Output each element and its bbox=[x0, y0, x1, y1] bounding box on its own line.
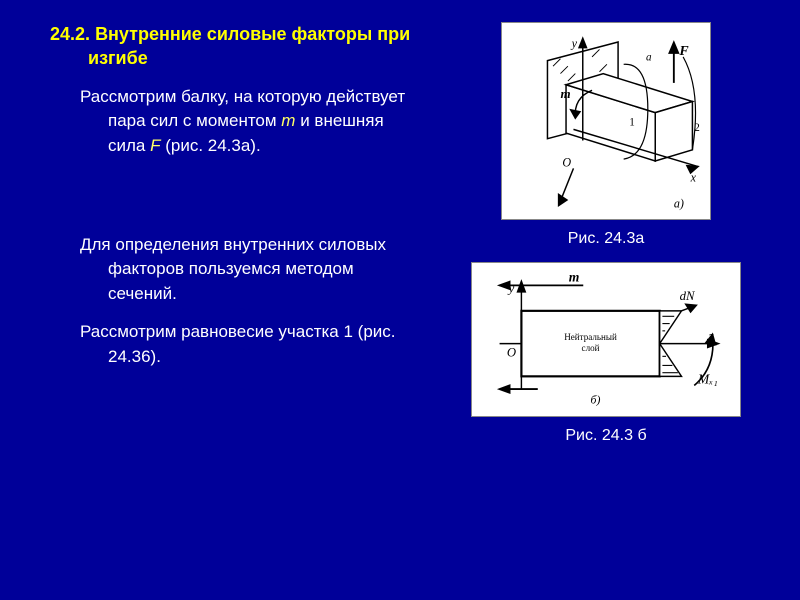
subfig-a-label: а) bbox=[674, 196, 684, 210]
subfig-b-label: б) bbox=[591, 393, 601, 407]
var-F: F bbox=[150, 136, 160, 155]
var-m: т bbox=[281, 111, 295, 130]
spacer bbox=[50, 173, 422, 233]
neutral-layer-label-line2: слой bbox=[582, 343, 600, 353]
dN-label: dN bbox=[680, 289, 696, 303]
slide-root: 24.2. Внутренние силовые факторы при изг… bbox=[0, 0, 800, 600]
moment-m-label-b: m bbox=[569, 270, 580, 285]
moment-Mx-label: Mₓ₁ bbox=[697, 372, 718, 387]
heading-number: 24.2. bbox=[50, 24, 90, 44]
heading-title: Внутренние силовые факторы при изгибе bbox=[88, 24, 410, 68]
force-F-label: F bbox=[678, 44, 689, 59]
beam-3d-svg: y F a m O x 1 2 а) bbox=[508, 29, 704, 213]
paragraph-1: Рассмотрим балку, на которую действует п… bbox=[50, 85, 422, 159]
figure-column: y F a m O x 1 2 а) Рис. 24.3а bbox=[432, 0, 800, 600]
region-2-label: 2 bbox=[694, 122, 700, 134]
figure-24-3b: y m O z dN Нейтральный слой Mₓ₁ б) bbox=[471, 262, 741, 417]
p1-post: (рис. 24.3а). bbox=[160, 136, 260, 155]
origin-O-label-b: O bbox=[507, 345, 516, 359]
beam-2d-svg: y m O z dN Нейтральный слой Mₓ₁ б) bbox=[478, 269, 734, 410]
dim-a-label: a bbox=[646, 52, 652, 64]
figure-a-caption: Рис. 24.3а bbox=[568, 230, 645, 248]
text-column: 24.2. Внутренние силовые факторы при изг… bbox=[0, 0, 432, 600]
axis-y-label-b: y bbox=[507, 282, 515, 296]
section-heading: 24.2. Внутренние силовые факторы при изг… bbox=[50, 22, 422, 71]
axis-z-label: z bbox=[708, 329, 714, 343]
paragraph-2: Для определения внутренних силовых факто… bbox=[50, 233, 422, 307]
region-1-label: 1 bbox=[629, 117, 635, 129]
figure-b-caption: Рис. 24.3 б bbox=[565, 427, 646, 445]
axis-x-label: x bbox=[690, 170, 697, 184]
neutral-layer-label-line1: Нейтральный bbox=[564, 332, 617, 342]
figure-24-3a: y F a m O x 1 2 а) bbox=[501, 22, 711, 220]
origin-O-label: O bbox=[562, 156, 571, 170]
paragraph-3: Рассмотрим равновесие участка 1 (рис. 24… bbox=[50, 320, 422, 369]
moment-m-label: m bbox=[560, 86, 570, 101]
axis-y-label: y bbox=[570, 37, 578, 51]
